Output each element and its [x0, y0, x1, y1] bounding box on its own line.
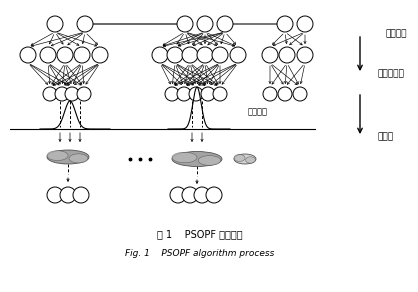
Circle shape	[189, 87, 203, 101]
Circle shape	[77, 16, 93, 32]
Text: 图 1    PSOPF 算法过程: 图 1 PSOPF 算法过程	[157, 229, 243, 239]
Circle shape	[152, 47, 168, 63]
Circle shape	[43, 87, 57, 101]
Circle shape	[57, 47, 73, 63]
Text: 预测分布: 预测分布	[385, 29, 406, 39]
Circle shape	[201, 87, 215, 101]
Circle shape	[212, 47, 228, 63]
Circle shape	[165, 87, 179, 101]
Ellipse shape	[172, 152, 197, 163]
Ellipse shape	[245, 157, 255, 163]
Circle shape	[177, 87, 191, 101]
Circle shape	[47, 187, 63, 203]
Circle shape	[278, 87, 292, 101]
Circle shape	[230, 47, 246, 63]
Circle shape	[213, 87, 227, 101]
Text: Fig. 1    PSOPF algorithm process: Fig. 1 PSOPF algorithm process	[125, 249, 275, 258]
Ellipse shape	[47, 151, 68, 161]
Circle shape	[65, 87, 79, 101]
Circle shape	[297, 47, 313, 63]
Circle shape	[47, 16, 63, 32]
Circle shape	[55, 87, 69, 101]
Circle shape	[177, 16, 193, 32]
Circle shape	[60, 187, 76, 203]
Circle shape	[277, 16, 293, 32]
Ellipse shape	[47, 150, 89, 164]
Circle shape	[197, 47, 213, 63]
Text: 似然分布: 似然分布	[248, 107, 268, 117]
Circle shape	[182, 187, 198, 203]
Ellipse shape	[234, 154, 245, 161]
Circle shape	[167, 47, 183, 63]
Circle shape	[170, 187, 186, 203]
Circle shape	[77, 87, 91, 101]
Circle shape	[194, 187, 210, 203]
Circle shape	[73, 187, 89, 203]
Circle shape	[206, 187, 222, 203]
Circle shape	[40, 47, 56, 63]
Circle shape	[217, 16, 233, 32]
Ellipse shape	[69, 154, 88, 163]
Circle shape	[74, 47, 90, 63]
Text: 粒子群优化: 粒子群优化	[378, 69, 405, 79]
Text: 重采样: 重采样	[378, 133, 394, 142]
Ellipse shape	[172, 152, 222, 166]
Circle shape	[293, 87, 307, 101]
Ellipse shape	[234, 154, 256, 164]
Ellipse shape	[198, 156, 221, 165]
Circle shape	[92, 47, 108, 63]
Circle shape	[197, 16, 213, 32]
Circle shape	[297, 16, 313, 32]
Circle shape	[182, 47, 198, 63]
Circle shape	[279, 47, 295, 63]
Circle shape	[263, 87, 277, 101]
Circle shape	[262, 47, 278, 63]
Circle shape	[20, 47, 36, 63]
